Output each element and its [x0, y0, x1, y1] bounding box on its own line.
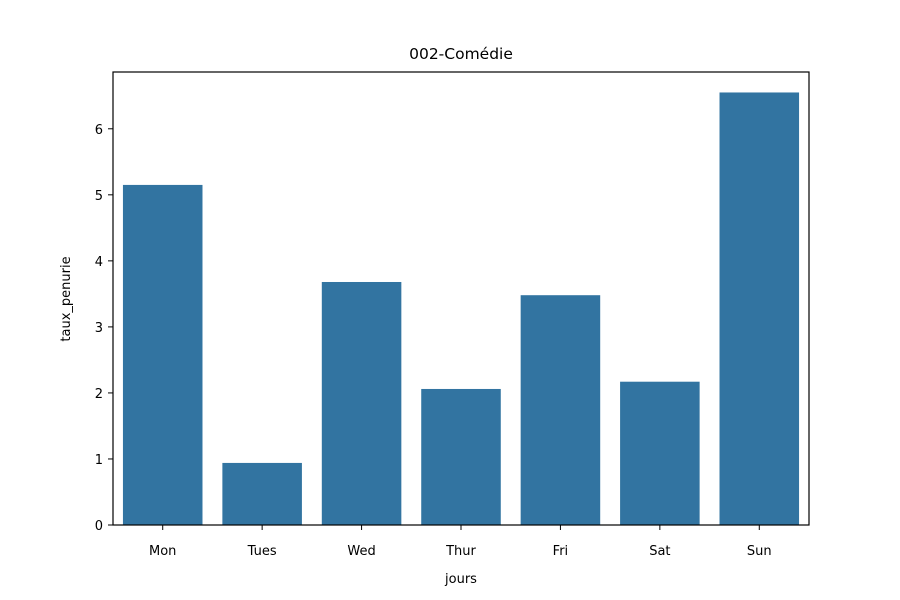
y-tick-label: 3	[95, 321, 103, 336]
y-tick-label: 2	[95, 387, 103, 402]
bars-group	[122, 92, 800, 525]
x-tick-label: Thur	[445, 544, 476, 559]
x-axis-ticks: Mon Tues Wed Thur Fri Sat Sun	[149, 525, 772, 559]
x-tick-label: Sat	[649, 544, 670, 559]
bar-wed	[321, 281, 402, 525]
bar-mon	[122, 184, 203, 525]
bar-tues	[222, 462, 302, 525]
y-axis-ticks: 0 1 2 3 4 5 6	[95, 123, 113, 534]
y-tick-label: 6	[95, 123, 103, 138]
bar-fri	[520, 295, 601, 525]
bar-thur	[421, 388, 501, 525]
plot-frame	[112, 71, 810, 526]
y-tick-label: 5	[95, 189, 103, 204]
x-axis-label: jours	[444, 572, 477, 587]
bar-sun	[719, 92, 800, 525]
y-axis-label: taux_penurie	[59, 256, 74, 341]
chart-title: 002-Comédie	[409, 45, 513, 63]
y-tick-label: 1	[95, 453, 103, 468]
x-tick-label: Sun	[747, 544, 772, 559]
y-tick-label: 4	[95, 255, 103, 270]
y-tick-label: 0	[95, 519, 103, 534]
x-tick-label: Fri	[553, 544, 569, 559]
x-tick-label: Mon	[149, 544, 176, 559]
x-tick-label: Tues	[247, 544, 277, 559]
bar-sat	[620, 381, 700, 525]
x-tick-label: Wed	[347, 544, 375, 559]
